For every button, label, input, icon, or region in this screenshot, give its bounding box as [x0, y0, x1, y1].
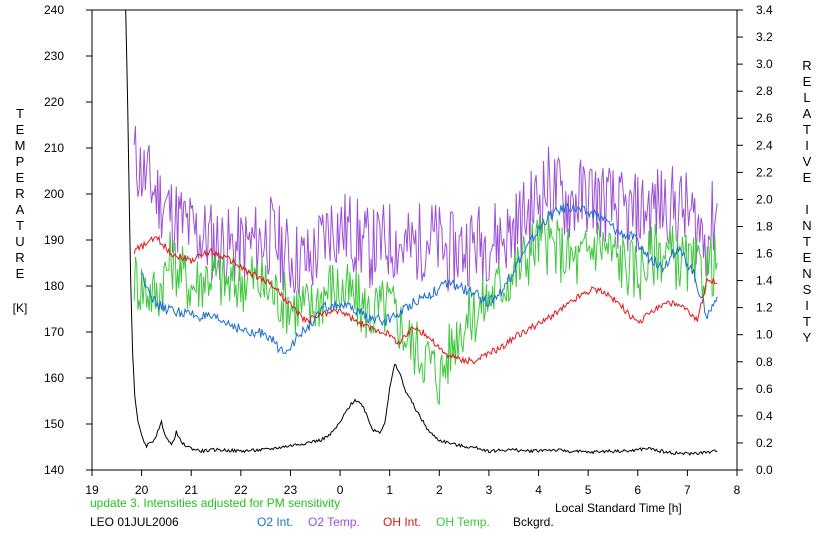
right-tick-label: 1.8: [756, 219, 773, 233]
right-tick-label: 3.2: [756, 30, 773, 44]
right-tick-label: 0.0: [756, 463, 773, 477]
left-tick-label: 140: [44, 463, 64, 477]
annotation: update 3. Intensities adjusted for PM se…: [90, 496, 340, 510]
series-line-oh-temp: [133, 214, 718, 406]
left-tick-label: 210: [44, 141, 64, 155]
right-tick-label: 2.4: [756, 138, 773, 152]
left-tick-label: 160: [44, 371, 64, 385]
right-axis-label-letter: Y: [803, 330, 812, 345]
right-axis-label-letter: I: [805, 298, 809, 313]
x-tick-label: 19: [85, 483, 99, 497]
left-axis-label-letter: E: [16, 122, 25, 137]
right-tick-label: 3.4: [756, 3, 773, 17]
x-tick-label: 0: [337, 483, 344, 497]
left-tick-label: 230: [44, 49, 64, 63]
right-tick-label: 2.0: [756, 192, 773, 206]
x-tick-label: 3: [486, 483, 493, 497]
right-tick-label: 1.4: [756, 274, 773, 288]
right-axis-label-letter: E: [803, 250, 812, 265]
x-tick-label: 1: [386, 483, 393, 497]
right-axis-label-letter: T: [803, 122, 811, 137]
right-axis-label-letter: T: [803, 234, 811, 249]
x-tick-label: 8: [734, 483, 741, 497]
left-axis-label-letter: M: [15, 138, 26, 153]
x-tick-label: 7: [684, 483, 691, 497]
right-tick-label: 0.6: [756, 382, 773, 396]
x-tick-label: 2: [436, 483, 443, 497]
right-axis-label-letter: S: [803, 282, 812, 297]
right-tick-label: 0.8: [756, 355, 773, 369]
x-axis-label: Local Standard Time [h]: [555, 501, 682, 515]
left-axis-label-letter: E: [16, 170, 25, 185]
x-axis-ticks: 19 20 21 22 23 0 1 2 3 4 5 6 7 8: [85, 470, 741, 497]
station-label: LEO 01JUL2006: [90, 515, 179, 529]
left-axis-unit: [K]: [13, 301, 28, 315]
x-tick-label: 4: [535, 483, 542, 497]
x-tick-label: 23: [284, 483, 298, 497]
right-tick-label: 2.8: [756, 84, 773, 98]
left-axis-label-letter: E: [16, 266, 25, 281]
right-axis-label-letter: I: [805, 138, 809, 153]
right-axis-label-letter: V: [803, 154, 812, 169]
right-axis-label-letter: E: [803, 74, 812, 89]
right-tick-label: 3.0: [756, 57, 773, 71]
x-tick-label: 22: [234, 483, 248, 497]
left-axis-label-letter: R: [15, 186, 24, 201]
series-line-o2-temp: [133, 125, 718, 296]
right-axis-label-letter: T: [803, 314, 811, 329]
right-axis-label-letter: N: [802, 218, 811, 233]
left-axis-label-letter: P: [16, 154, 25, 169]
left-tick-label: 180: [44, 279, 64, 293]
left-axis-ticks: 240 230 220 210 200 190 180 170 160 150 140: [44, 3, 92, 477]
legend-oh-temp: OH Temp.: [436, 515, 490, 529]
right-tick-label: 0.2: [756, 436, 773, 450]
series-line-bckgrd: [125, 9, 718, 456]
right-tick-label: 1.6: [756, 247, 773, 261]
legend-o2-temp: O2 Temp.: [308, 515, 360, 529]
right-tick-label: 0.4: [756, 409, 773, 423]
x-tick-label: 6: [634, 483, 641, 497]
left-axis-label-letter: A: [16, 202, 25, 217]
left-tick-label: 190: [44, 233, 64, 247]
left-axis-label-letter: U: [15, 234, 24, 249]
right-tick-label: 1.0: [756, 328, 773, 342]
left-axis-label-letter: T: [16, 218, 24, 233]
left-tick-label: 170: [44, 325, 64, 339]
series-line-o2-int: [141, 202, 718, 354]
x-tick-label: 21: [185, 483, 199, 497]
right-axis-label-letter: L: [803, 90, 810, 105]
legend-bckgrd: Bckgrd.: [513, 515, 554, 529]
right-tick-label: 2.2: [756, 165, 773, 179]
right-axis-label-letter: N: [802, 266, 811, 281]
legend: O2 Int. O2 Temp. OH Int. OH Temp. Bckgrd.: [257, 515, 554, 529]
series-line-oh-int: [133, 234, 718, 365]
right-axis-label-letter: E: [803, 170, 812, 185]
right-axis-ticks: 3.4 3.2 3.0 2.8 2.6 2.4 2.2 2.0 1.8 1.6 1.4 1.2 1.0 0…: [737, 3, 773, 477]
x-tick-label: 5: [585, 483, 592, 497]
left-axis-label-letter: T: [16, 106, 24, 121]
x-tick-label: 20: [135, 483, 149, 497]
legend-o2-int: O2 Int.: [257, 515, 293, 529]
right-tick-label: 2.6: [756, 111, 773, 125]
right-axis-label-letter: I: [805, 202, 809, 217]
right-axis-label-letter: A: [803, 106, 812, 121]
left-axis-label-letter: R: [15, 250, 24, 265]
right-axis-label-letter: R: [802, 58, 811, 73]
right-tick-label: 1.2: [756, 301, 773, 315]
left-tick-label: 200: [44, 187, 64, 201]
left-tick-label: 220: [44, 95, 64, 109]
left-tick-label: 240: [44, 3, 64, 17]
legend-oh-int: OH Int.: [383, 515, 421, 529]
left-tick-label: 150: [44, 417, 64, 431]
series-group: [125, 9, 718, 456]
